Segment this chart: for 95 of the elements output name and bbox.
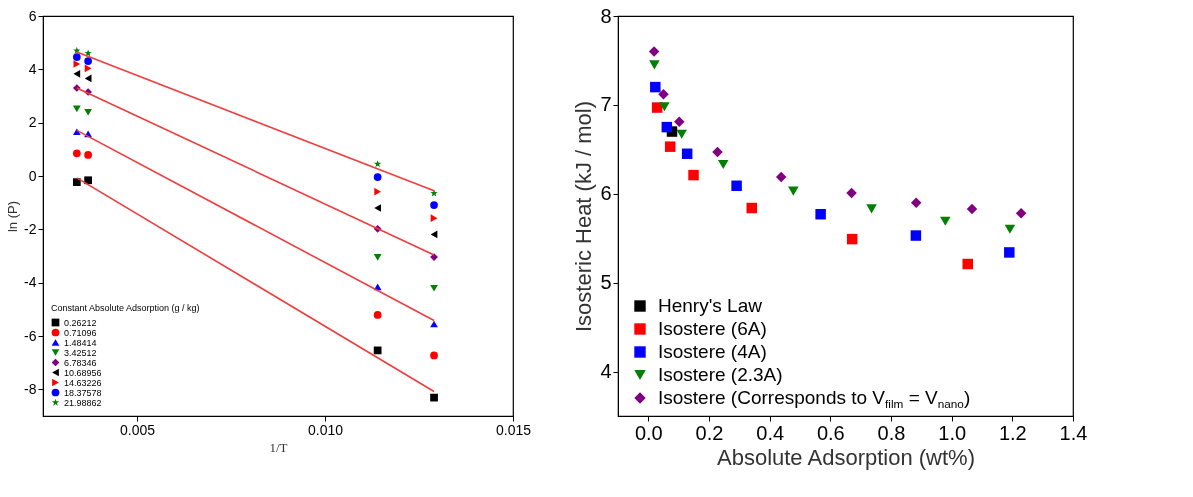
point <box>1004 224 1016 234</box>
point <box>373 346 382 355</box>
point <box>866 204 877 214</box>
x-tick-label: 1.2 <box>998 421 1027 444</box>
point <box>373 173 382 181</box>
legend-label: 6.78346 <box>64 357 97 368</box>
point <box>788 186 799 196</box>
point <box>430 214 438 223</box>
y-tick-label: 2 <box>28 114 37 131</box>
point <box>84 108 92 116</box>
y-tick-label: 5 <box>600 271 612 294</box>
y-tick-label: 7 <box>600 93 612 116</box>
point <box>962 258 973 270</box>
point <box>651 102 663 113</box>
point <box>664 141 676 152</box>
point <box>681 148 693 160</box>
point <box>661 121 673 133</box>
legend-label: 14.63226 <box>64 377 102 388</box>
point <box>966 203 978 215</box>
x-tick-label: 0.6 <box>816 421 845 444</box>
y-tick-label: 0 <box>28 167 37 184</box>
point <box>731 180 742 192</box>
point <box>815 208 826 220</box>
point <box>712 146 723 158</box>
point <box>373 311 382 319</box>
point <box>84 49 92 57</box>
y-tick-label: 4 <box>28 60 37 77</box>
point <box>430 351 438 360</box>
x-axis-title: Absolute Adsorption (wt%) <box>716 444 976 470</box>
point <box>84 151 92 159</box>
x-tick-label: 1.4 <box>1059 421 1088 444</box>
y-tick-label: -6 <box>24 327 37 344</box>
point <box>718 159 729 169</box>
y-tick-label: 4 <box>600 360 612 383</box>
y-tick-label: 6 <box>600 182 612 205</box>
y-tick-label: -2 <box>24 220 37 237</box>
point <box>73 69 81 78</box>
x-tick-label: 0.2 <box>695 421 724 444</box>
point <box>674 116 685 128</box>
y-tick-label: 8 <box>600 4 612 27</box>
point <box>910 230 922 241</box>
point <box>430 201 438 209</box>
legend-label: 0.26212 <box>64 317 97 328</box>
point <box>430 393 438 402</box>
point <box>910 197 922 208</box>
legend-label: Henry's Law <box>658 295 763 316</box>
point <box>1015 208 1027 219</box>
point <box>1004 247 1015 258</box>
point <box>72 149 81 158</box>
point <box>72 53 81 61</box>
x-tick-label: 0.4 <box>756 421 785 444</box>
legend-label: 18.37578 <box>64 387 102 398</box>
x-tick-label: 0.010 <box>307 421 344 438</box>
legend-label: Isostere (6A) <box>658 318 767 339</box>
y-tick-label: -4 <box>24 274 37 291</box>
legend-label: 21.98862 <box>64 397 102 408</box>
point <box>688 169 699 181</box>
legend-label: 3.42512 <box>64 347 97 358</box>
legend-label: 0.71096 <box>64 327 97 338</box>
point <box>84 57 92 65</box>
x-tick-label: 0.8 <box>877 421 906 444</box>
point <box>650 81 661 93</box>
legend-label: Isostere (4A) <box>658 341 767 362</box>
x-tick-label: 1.0 <box>938 421 967 444</box>
point <box>373 253 382 261</box>
point <box>648 46 660 57</box>
point <box>374 187 381 196</box>
point <box>649 60 660 70</box>
point <box>676 129 687 139</box>
point <box>658 88 669 100</box>
point <box>746 202 758 214</box>
x-tick-label: 0.005 <box>119 421 156 438</box>
point <box>73 60 81 68</box>
legend-label: 1.48414 <box>64 337 97 348</box>
y-tick-label: -8 <box>24 380 37 397</box>
x-axis-title: 1/T <box>269 439 288 455</box>
point <box>659 102 670 112</box>
legend-label: Isostere (2.3A) <box>658 364 783 385</box>
y-axis-title: Isosteric Heat (kJ / mol) <box>571 100 597 333</box>
legend-title: Constant Absolute Adsorption (g / kg) <box>51 303 200 313</box>
point <box>775 171 787 183</box>
point <box>430 284 438 292</box>
point <box>846 233 858 245</box>
point <box>84 176 92 185</box>
point <box>84 64 92 73</box>
x-tick-label: 0.0 <box>634 421 663 444</box>
point <box>940 216 951 226</box>
point <box>374 204 381 212</box>
y-tick-label: 6 <box>28 7 37 24</box>
y-axis-title: ln (P) <box>5 200 21 233</box>
point <box>846 187 857 199</box>
point <box>430 189 438 197</box>
point <box>72 105 81 113</box>
legend-label: 10.68956 <box>64 367 102 378</box>
x-tick-label: 0.015 <box>495 421 532 438</box>
